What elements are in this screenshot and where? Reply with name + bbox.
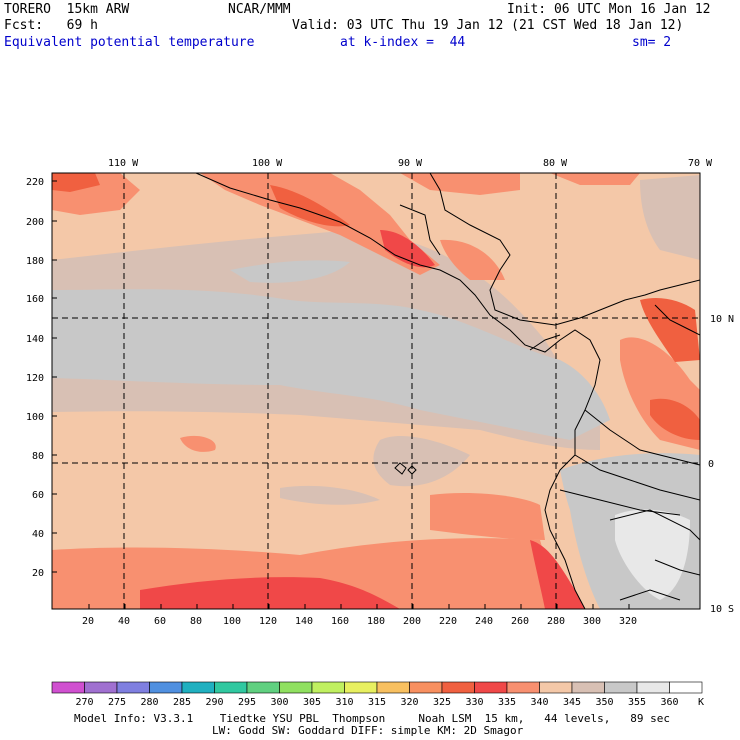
lon-label: 80 W (543, 158, 568, 169)
colorbar-label: 305 (303, 697, 321, 708)
y-tick-label: 220 (26, 177, 44, 188)
colorbar-swatch (311, 681, 345, 694)
map-frame (51, 172, 701, 610)
colorbar-swatch (669, 681, 703, 694)
x-tick-label: 160 (331, 616, 349, 627)
model-info: Model Info: V3.3.1 Tiedtke YSU PBL Thomp… (74, 712, 671, 725)
y-tick-label: 180 (26, 256, 44, 267)
colorbar-swatch (116, 681, 150, 694)
colorbar-swatch (84, 681, 118, 694)
colorbar-swatch (376, 681, 410, 694)
x-tick-label: 240 (475, 616, 493, 627)
y-tick-label: 120 (26, 373, 44, 384)
forecast-hour: Fcst: 69 h (4, 18, 98, 33)
coastlines (195, 173, 700, 609)
colorbar-labels: 270 275 280 285 290 295 300 305 310 315 320 325 330 3… (75, 697, 678, 708)
lon-label: 90 W (398, 158, 423, 169)
physics-info: LW: Godd SW: Goddard DIFF: simple KM: 2D… (212, 724, 524, 737)
colorbar-label: 355 (628, 697, 646, 708)
colorbar-swatch (246, 681, 280, 694)
x-tick-label: 320 (619, 616, 637, 627)
x-tick-label: 40 (118, 616, 130, 627)
field-name: Equivalent potential temperature (4, 35, 255, 50)
x-tick-label: 100 (223, 616, 241, 627)
lat-labels: 10 N 0 10 S (708, 314, 734, 615)
lon-label: 110 W (108, 158, 139, 169)
colorbar-label: 285 (173, 697, 191, 708)
colorbar-label: 315 (368, 697, 386, 708)
colorbar-label: 270 (75, 697, 93, 708)
colorbar-swatch (51, 681, 85, 694)
y-tick-label: 60 (32, 490, 44, 501)
y-tick-label: 200 (26, 217, 44, 228)
colorbar-label: 330 (465, 697, 483, 708)
colorbar-label: 280 (140, 697, 158, 708)
level-label: at k-index = 44 (340, 35, 466, 50)
x-tick-label: 260 (511, 616, 529, 627)
colorbar-label: 325 (433, 697, 451, 708)
colorbar-swatch (474, 681, 508, 694)
colorbar-swatch (214, 681, 248, 694)
colorbar-swatch (571, 681, 605, 694)
colorbar-swatch (409, 681, 443, 694)
lon-label: 70 W (688, 158, 713, 169)
lat-label: 10 N (710, 314, 734, 325)
colorbar (51, 681, 703, 694)
colorbar-swatch (506, 681, 540, 694)
y-tick-label: 160 (26, 294, 44, 305)
y-tick-label: 80 (32, 451, 44, 462)
colorbar-unit: K (698, 697, 704, 708)
valid-time: Valid: 03 UTC Thu 19 Jan 12 (21 CST Wed … (292, 18, 684, 33)
colorbar-label: 275 (108, 697, 126, 708)
x-tick-label: 300 (583, 616, 601, 627)
theta-e-field (52, 173, 700, 609)
colorbar-label: 360 (660, 697, 678, 708)
colorbar-label: 340 (530, 697, 548, 708)
x-tick-label: 120 (259, 616, 277, 627)
colorbar-swatch (604, 681, 638, 694)
init-time: Init: 06 UTC Mon 16 Jan 12 (507, 2, 711, 17)
colorbar-label: 335 (498, 697, 516, 708)
x-tick-labels: 20 40 60 80 100 120 140 160 180 200 220 … (82, 616, 637, 627)
center-name: NCAR/MMM (228, 2, 291, 17)
colorbar-label: 350 (595, 697, 613, 708)
x-tick-label: 220 (439, 616, 457, 627)
y-tick-label: 40 (32, 529, 44, 540)
lat-label: 10 S (710, 604, 734, 615)
colorbar-swatch (441, 681, 475, 694)
lat-label: 0 (708, 459, 714, 470)
colorbar-swatch (181, 681, 215, 694)
axis-ticks (52, 180, 630, 609)
x-tick-label: 60 (154, 616, 166, 627)
colorbar-swatch (279, 681, 313, 694)
x-tick-label: 180 (367, 616, 385, 627)
x-tick-label: 20 (82, 616, 94, 627)
colorbar-label: 345 (563, 697, 581, 708)
model-name: TORERO 15km ARW (4, 2, 130, 17)
lat-lon-grid (52, 173, 700, 609)
colorbar-swatch (636, 681, 670, 694)
colorbar-label: 310 (335, 697, 353, 708)
colorbar-label: 295 (238, 697, 256, 708)
colorbar-label: 290 (205, 697, 223, 708)
y-tick-labels: 220 200 180 160 140 120 100 80 60 40 20 (26, 177, 44, 579)
x-tick-label: 200 (403, 616, 421, 627)
smoothing-label: sm= 2 (632, 35, 672, 50)
colorbar-label: 300 (270, 697, 288, 708)
x-tick-label: 140 (295, 616, 313, 627)
colorbar-swatch (149, 681, 183, 694)
lon-label: 100 W (252, 158, 283, 169)
lon-labels: 110 W 100 W 90 W 80 W 70 W (108, 158, 713, 169)
x-tick-label: 280 (547, 616, 565, 627)
x-tick-label: 80 (190, 616, 202, 627)
y-tick-label: 140 (26, 334, 44, 345)
colorbar-swatch (539, 681, 573, 694)
y-tick-label: 20 (32, 568, 44, 579)
y-tick-label: 100 (26, 412, 44, 423)
colorbar-swatch (344, 681, 378, 694)
colorbar-label: 320 (400, 697, 418, 708)
